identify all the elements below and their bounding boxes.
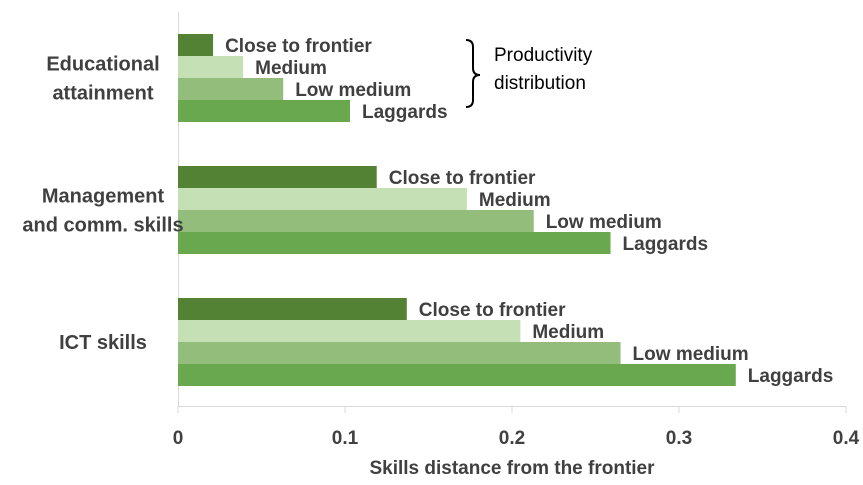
- legend-annotation: Productivity distribution: [465, 39, 593, 108]
- bar: [178, 166, 377, 188]
- bar-label: Medium: [255, 58, 327, 79]
- category-label: Management: [42, 186, 165, 208]
- bar-label: Low medium: [633, 344, 749, 365]
- x-tick-label: 0: [173, 428, 184, 449]
- bar-label: Close to frontier: [389, 168, 536, 189]
- bar: [178, 188, 467, 210]
- bar-label: Close to frontier: [225, 36, 372, 57]
- bar: [178, 34, 214, 56]
- x-axis-title: Skills distance from the frontier: [369, 458, 655, 479]
- category-label: attainment: [52, 83, 153, 105]
- legend-annotation-line: distribution: [494, 73, 586, 94]
- bar-label: Laggards: [362, 102, 448, 123]
- bar: [178, 78, 284, 100]
- bar: [178, 56, 244, 78]
- bar: [178, 364, 736, 386]
- bar: [178, 100, 351, 122]
- category-label: ICT skills: [59, 332, 147, 354]
- bar: [178, 342, 621, 364]
- x-tick-label: 0.4: [833, 428, 860, 449]
- legend-annotation-line: Productivity: [494, 45, 593, 66]
- bar: [178, 298, 407, 320]
- legend-brace: [465, 39, 481, 108]
- x-tick-label: 0.2: [499, 428, 525, 449]
- x-tick-label: 0.3: [666, 428, 692, 449]
- bar-label: Medium: [479, 190, 551, 211]
- category-label: Educational: [46, 54, 159, 76]
- bar: [178, 210, 534, 232]
- category-labels: Educational attainment Management and comm.…: [22, 54, 183, 355]
- bar-label: Laggards: [623, 234, 709, 255]
- x-tick-label: 0.1: [332, 428, 359, 449]
- bar: [178, 320, 521, 342]
- bar-label: Medium: [532, 322, 604, 343]
- category-label: and comm. skills: [22, 215, 183, 237]
- bar: [178, 232, 611, 254]
- bar-label: Low medium: [546, 212, 662, 233]
- bar-label: Low medium: [295, 80, 411, 101]
- bar-label: Close to frontier: [419, 300, 566, 321]
- bar-label: Laggards: [748, 366, 834, 387]
- x-axis: 0 0.1 0.2 0.3 0.4: [173, 406, 860, 449]
